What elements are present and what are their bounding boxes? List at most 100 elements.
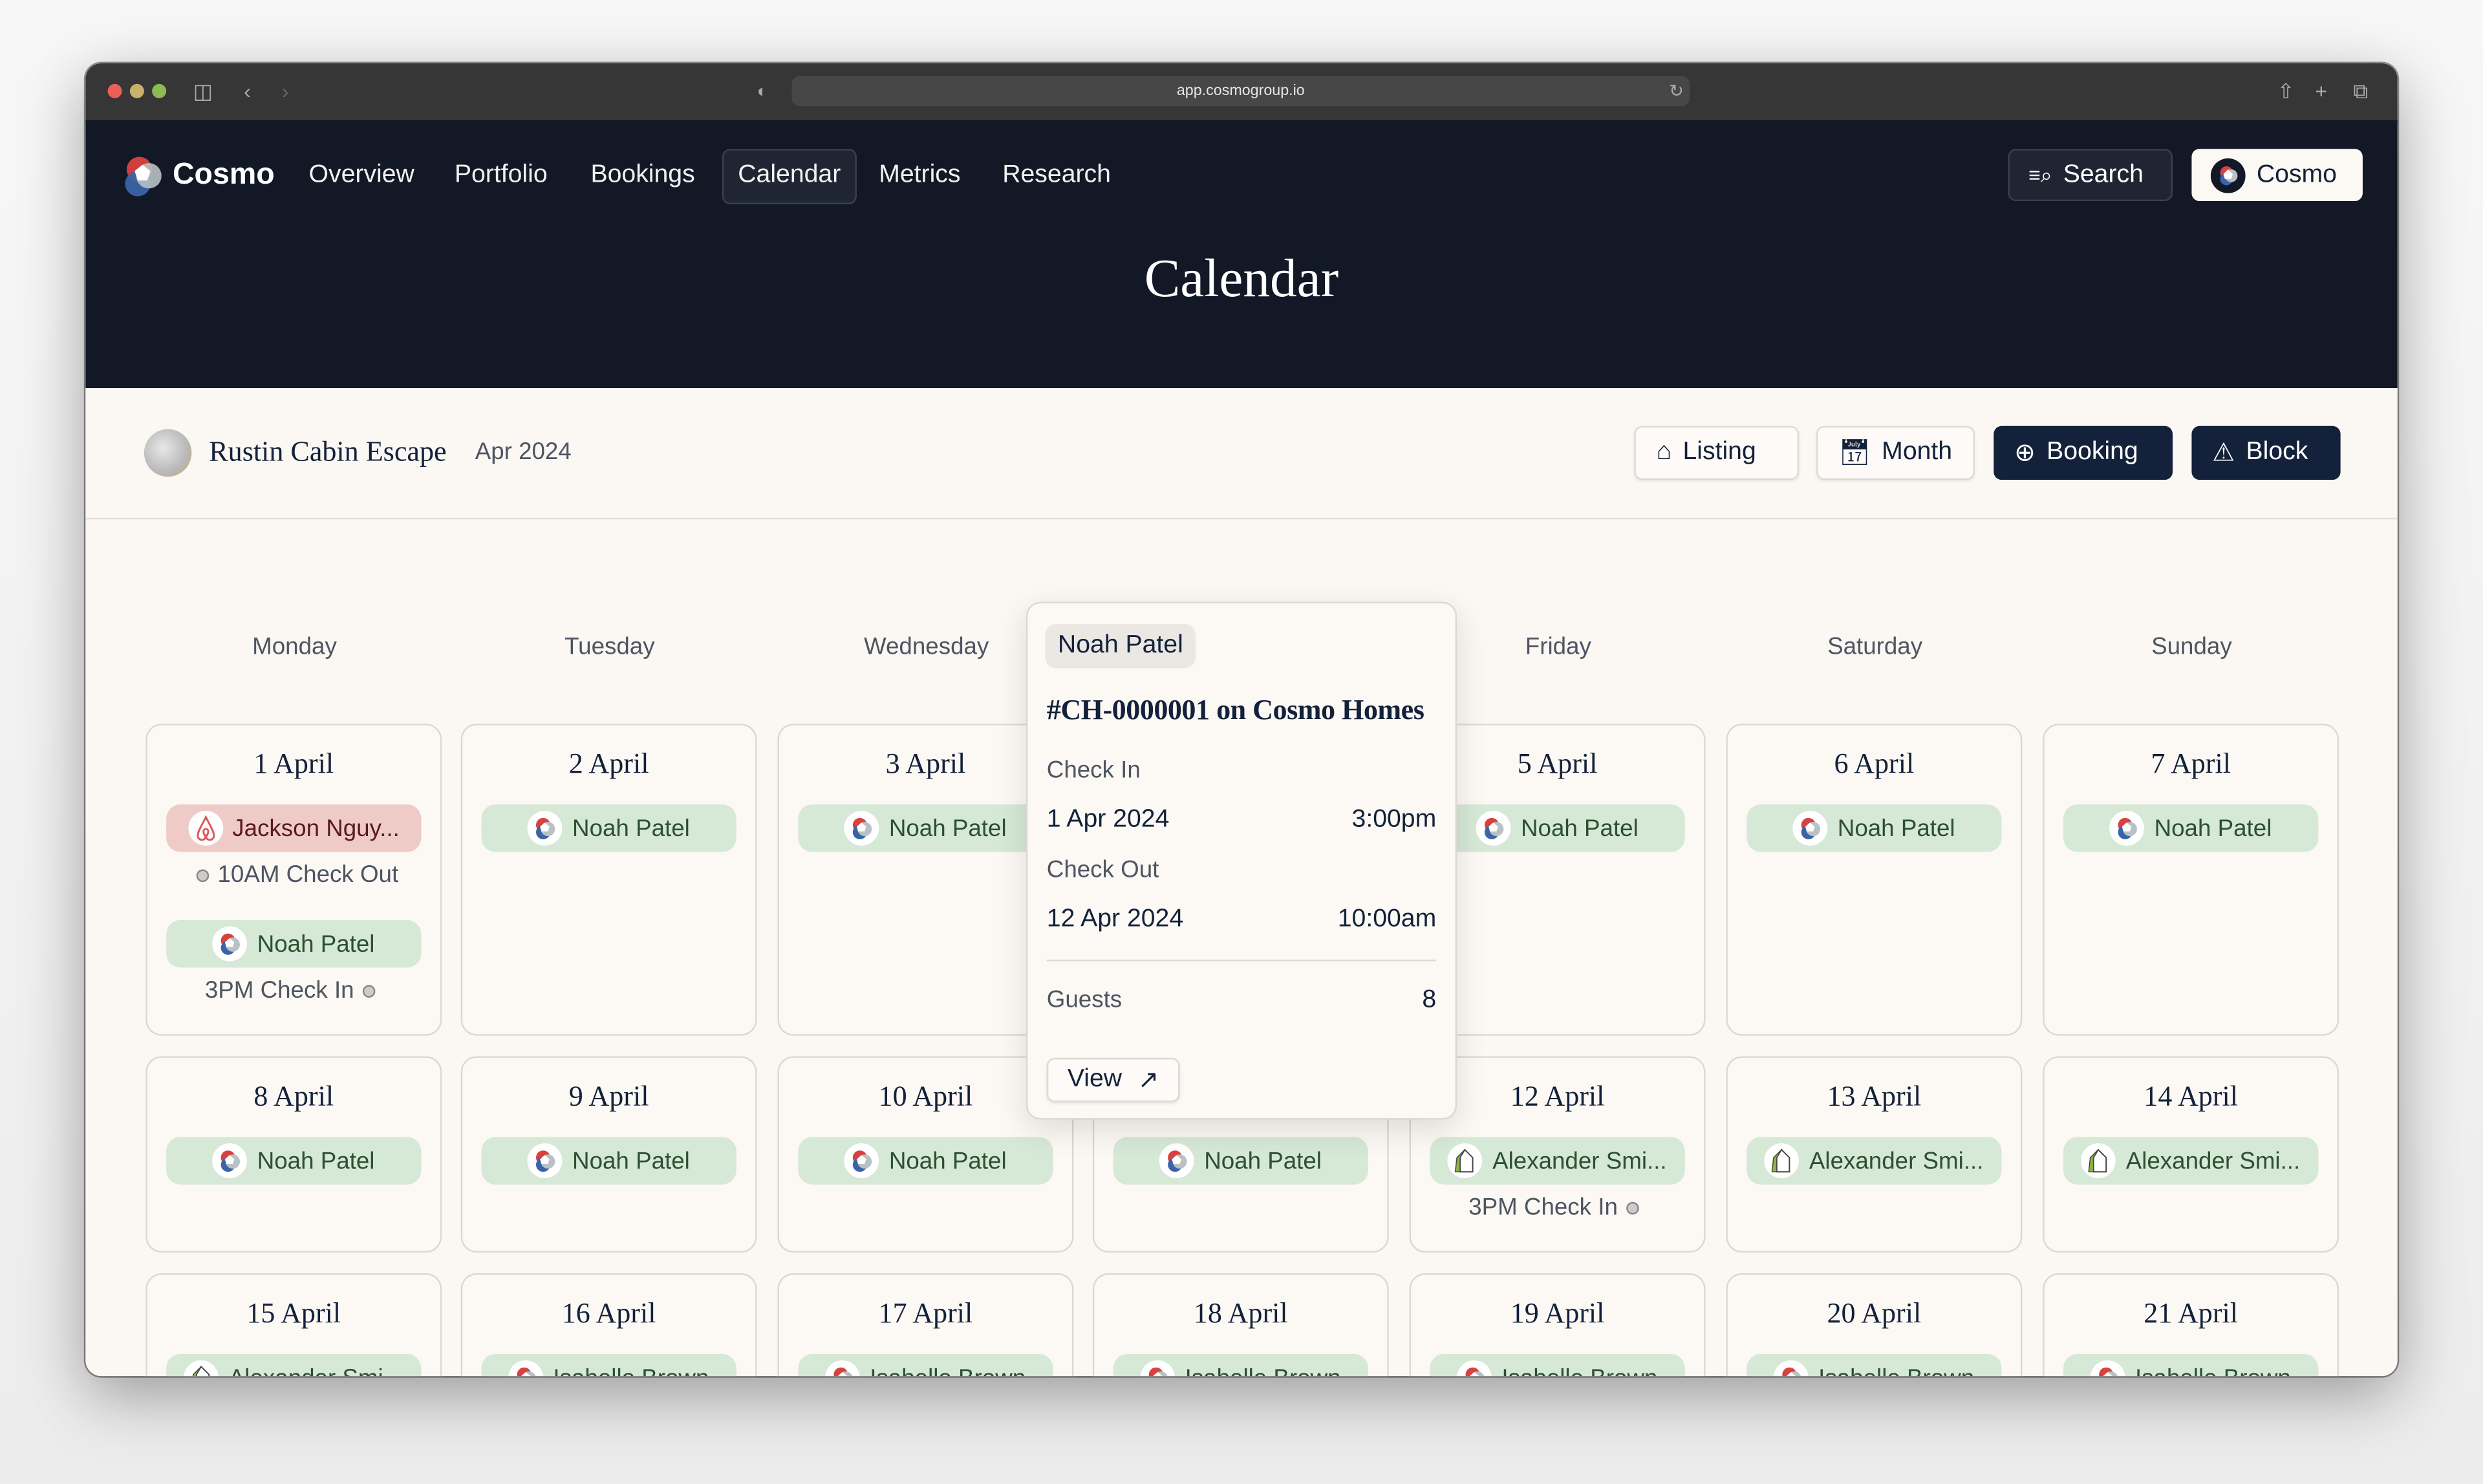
guest-name: Alexander Smi... [229, 1364, 403, 1376]
day-date-label: 13 April [1827, 1080, 1922, 1112]
day-date-label: 17 April [878, 1296, 973, 1329]
calendar-day-cell[interactable]: 12 April Alexander Smi... 3PM Check In [1409, 1056, 1706, 1253]
guest-name: Isabelle Brown [870, 1364, 1026, 1376]
calendar-day-cell[interactable]: 10 April Noah Patel [777, 1056, 1074, 1253]
booking-pill[interactable]: Noah Patel [166, 1137, 422, 1185]
booking-pill[interactable]: Noah Patel [2063, 804, 2319, 852]
booking-pill[interactable]: Noah Patel [798, 804, 1053, 852]
day-date-label: 15 April [246, 1296, 341, 1329]
booking-pill[interactable]: Isabelle Brown [481, 1353, 736, 1377]
guest-name: Isabelle Brown [553, 1364, 709, 1376]
nav-metrics[interactable]: Metrics [879, 161, 961, 189]
search-button[interactable]: ≡⌕ Search [2008, 149, 2173, 202]
cosmo-icon [528, 810, 563, 846]
booking-pill[interactable]: Alexander Smi... [2063, 1137, 2319, 1185]
booking-pill[interactable]: Noah Patel [1747, 804, 2002, 852]
calendar-day-cell[interactable]: 1 April Jackson Nguy... 10AM Check Out Noah… [145, 724, 442, 1036]
plus-circle-icon: ⊕ [2014, 440, 2036, 468]
booking-pill[interactable]: Isabelle Brown [1430, 1353, 1685, 1377]
calendar-day-cell[interactable]: 19 April Isabelle Brown [1409, 1273, 1706, 1377]
booking-pill[interactable]: Noah Patel [166, 919, 422, 968]
guest-name: Noah Patel [1204, 1147, 1322, 1174]
nav-research[interactable]: Research [1002, 161, 1111, 189]
status-dot-icon [1626, 1201, 1639, 1215]
top-nav: Cosmo Overview Portfolio Bookings Calend… [85, 120, 2398, 389]
booking-pill[interactable]: Alexander Smi... [166, 1353, 422, 1377]
house-icon [2081, 1143, 2117, 1179]
listing-button-label: Listing [1682, 438, 1756, 466]
nav-bookings[interactable]: Bookings [590, 161, 695, 189]
booking-pill[interactable]: Isabelle Brown [1113, 1353, 1368, 1377]
cosmo-icon [213, 1143, 248, 1179]
maximize-window-button[interactable] [152, 83, 167, 98]
sidebar-toggle-icon[interactable]: ◫ [193, 79, 213, 103]
warning-icon: ⚠︎ [2212, 440, 2235, 468]
back-icon[interactable]: ‹ [244, 79, 251, 103]
listing-button[interactable]: ⌂ Listing [1634, 425, 1800, 480]
account-label: Cosmo [2256, 160, 2337, 188]
view-booking-button[interactable]: View ↗ [1046, 1057, 1180, 1102]
forward-icon[interactable]: › [281, 79, 289, 103]
nav-calendar[interactable]: Calendar [722, 149, 857, 204]
booking-pill[interactable]: Isabelle Brown [798, 1353, 1053, 1377]
guest-name: Noah Patel [257, 1147, 375, 1174]
cosmo-icon [2110, 810, 2145, 846]
calendar-day-cell[interactable]: 8 April Noah Patel [145, 1056, 442, 1253]
calendar-day-cell[interactable]: 17 April Isabelle Brown [777, 1273, 1074, 1377]
brand-logo[interactable]: Cosmo [120, 152, 275, 199]
block-dates-button[interactable]: ⚠︎ Block [2191, 425, 2341, 480]
close-window-button[interactable] [107, 83, 122, 98]
booking-pill[interactable]: Noah Patel [481, 804, 736, 852]
new-tab-icon[interactable]: + [2315, 79, 2328, 103]
month-view-button[interactable]: 📅︎ Month [1816, 425, 1975, 480]
check-time-note: 3PM Check In [1411, 1194, 1704, 1221]
day-date-label: 12 April [1510, 1080, 1605, 1112]
calendar-day-cell[interactable]: 5 April Noah Patel [1409, 724, 1706, 1036]
calendar-day-cell[interactable]: 15 April Alexander Smi... [145, 1273, 442, 1377]
nav-overview[interactable]: Overview [308, 161, 414, 189]
booking-pill[interactable]: Noah Patel [798, 1137, 1053, 1185]
calendar-day-cell[interactable]: 2 April Noah Patel [460, 724, 757, 1036]
day-date-label: 10 April [878, 1080, 973, 1112]
minimize-window-button[interactable] [129, 83, 144, 98]
calendar-day-cell[interactable]: 20 April Isabelle Brown [1726, 1273, 2023, 1377]
calendar-day-cell[interactable]: 21 April Isabelle Brown [2043, 1273, 2339, 1377]
add-booking-button[interactable]: ⊕ Booking [1994, 425, 2173, 480]
cosmo-icon [1159, 1143, 1195, 1179]
calendar-day-cell[interactable]: 9 April Noah Patel [460, 1056, 757, 1253]
check-in-date: 1 Apr 2024 [1046, 806, 1170, 833]
account-button[interactable]: Cosmo [2191, 149, 2363, 202]
url-text: app.cosmogroup.io [1176, 82, 1305, 100]
booking-pill[interactable]: Isabelle Brown [2063, 1353, 2319, 1377]
cosmo-icon [1793, 810, 1829, 846]
booking-pill[interactable]: Alexander Smi... [1430, 1137, 1685, 1185]
cosmo-icon [528, 1143, 563, 1179]
booking-pill[interactable]: Isabelle Brown [1747, 1353, 2002, 1377]
day-date-label: 3 April [885, 747, 966, 779]
booking-pill[interactable]: Alexander Smi... [1747, 1137, 2002, 1185]
day-date-label: 16 April [561, 1296, 656, 1329]
booking-popover: Noah Patel #CH-0000001 on Cosmo Homes Ch… [1026, 601, 1457, 1120]
calendar-day-cell[interactable]: 13 April Alexander Smi... [1726, 1056, 2023, 1253]
calendar-day-cell[interactable]: 18 April Isabelle Brown [1092, 1273, 1389, 1377]
calendar-day-cell[interactable]: 6 April Noah Patel [1726, 724, 2023, 1036]
calendar-day-cell[interactable]: 16 April Isabelle Brown [460, 1273, 757, 1377]
booking-button-label: Booking [2047, 438, 2138, 466]
reload-icon[interactable]: ↻ [1669, 82, 1684, 102]
booking-pill[interactable]: Noah Patel [1113, 1137, 1368, 1185]
calendar-day-cell[interactable]: 7 April Noah Patel [2043, 724, 2339, 1036]
cosmo-icon [844, 1143, 880, 1179]
tabs-overview-icon[interactable]: ⧉ [2353, 79, 2368, 103]
booking-pill[interactable]: Noah Patel [481, 1137, 736, 1185]
address-bar[interactable]: app.cosmogroup.io [791, 76, 1690, 107]
weekday-header: Saturday [1827, 633, 1923, 661]
nav-portfolio[interactable]: Portfolio [454, 161, 548, 189]
booking-pill[interactable]: Noah Patel [1430, 804, 1685, 852]
check-out-time: 10:00am [1337, 905, 1437, 933]
calendar-day-cell[interactable]: 3 April Noah Patel [777, 724, 1074, 1036]
calendar-day-cell[interactable]: 14 April Alexander Smi... [2043, 1056, 2339, 1253]
note-text: 3PM Check In [1468, 1194, 1618, 1221]
booking-pill[interactable]: Jackson Nguy... [166, 804, 422, 852]
share-icon[interactable]: ⇧ [2277, 79, 2295, 103]
check-out-label: Check Out [1046, 856, 1159, 884]
